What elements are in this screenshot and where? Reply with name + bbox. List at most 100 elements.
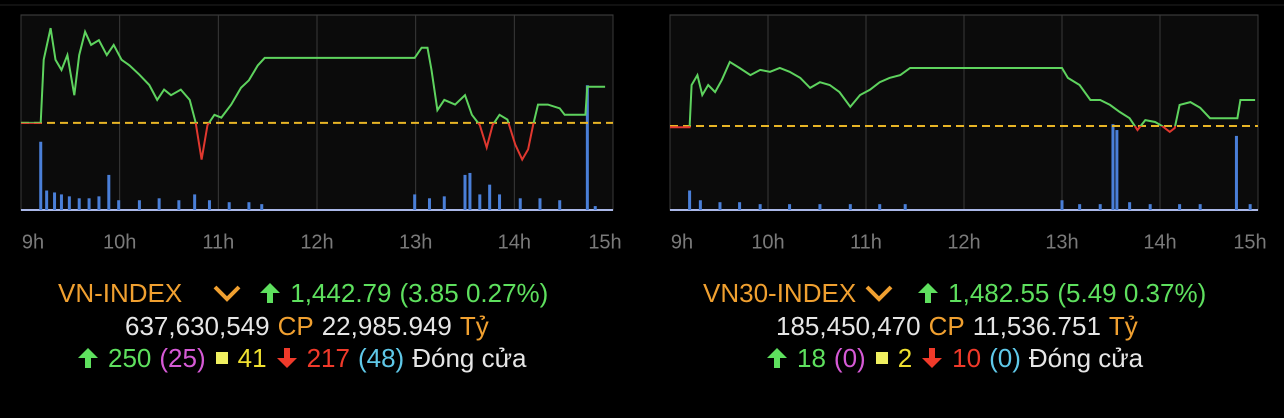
volume-bar <box>53 192 57 210</box>
volume-bar <box>442 196 446 210</box>
x-tick-label: 15h <box>1233 231 1266 253</box>
volume-bar <box>758 204 762 210</box>
trade-value: 11,536.751 <box>972 311 1101 341</box>
trade-value: 22,985.949 <box>321 311 452 341</box>
volume-bar <box>903 204 907 210</box>
up-arrow <box>78 348 98 368</box>
volume-bar <box>498 194 502 210</box>
unit: Tỷ <box>459 311 489 341</box>
volume-bar <box>39 141 43 210</box>
x-tick-label: 14h <box>498 231 531 253</box>
breadth-line: 18 (0) 2 10 (0) Đóng cửa <box>765 342 1143 374</box>
volume-bar <box>117 200 121 210</box>
volume-bar <box>1111 124 1115 210</box>
volume-bar <box>538 198 542 210</box>
volume-bar <box>97 196 101 210</box>
volume-bar <box>878 204 882 210</box>
volume-bar <box>488 184 492 210</box>
decliners: 10 <box>952 343 982 373</box>
volume-bar <box>1234 135 1238 210</box>
price-line <box>21 27 606 123</box>
volume-bar <box>1115 130 1119 210</box>
volume-bar <box>1078 204 1082 210</box>
ceiling-count: (0) <box>833 343 866 373</box>
summary-line: VN-INDEX 1,442.79 (3.85 0.27%) <box>58 277 548 309</box>
volume-bar <box>77 198 81 210</box>
volume-bar <box>593 206 597 210</box>
summary-line: VN30-INDEX 1,482.55 (5.49 0.37%) <box>703 277 1206 309</box>
volume-bar <box>558 200 562 210</box>
volume-bar <box>468 172 472 210</box>
volume-bar <box>59 194 63 210</box>
volume-bar <box>848 204 852 210</box>
volume-line: 185,450,470 CP 11,536.751 Tỷ <box>776 310 1138 342</box>
unchanged: 2 <box>897 343 913 373</box>
volume-bar <box>478 194 482 210</box>
volume-bar <box>1128 202 1132 210</box>
chevron-icon[interactable] <box>864 283 894 303</box>
volume-bar <box>1060 200 1064 210</box>
volume-bar <box>1198 204 1202 210</box>
volume-bar <box>247 202 251 210</box>
volume-bar <box>698 200 702 210</box>
cp-label: CP <box>928 311 965 341</box>
x-tick-label: 12h <box>300 231 333 253</box>
volume-bar <box>45 190 49 210</box>
x-tick-label: 10h <box>751 231 784 253</box>
x-tick-label: 15h <box>588 231 621 253</box>
x-tick-label: 9h <box>22 231 44 253</box>
index-change: (3.85 0.27%) <box>399 278 549 308</box>
volume-bar <box>1148 204 1152 210</box>
x-tick-label: 14h <box>1143 231 1176 253</box>
volume-bar <box>207 200 211 210</box>
volume-bar <box>1248 204 1252 210</box>
decliners: 217 <box>306 343 350 373</box>
volume-bar <box>788 204 792 210</box>
x-tick-label: 9h <box>671 231 693 253</box>
price-line-below <box>21 122 535 162</box>
volume-bar <box>67 196 71 210</box>
x-tick-label: 11h <box>850 231 882 253</box>
volume-bar <box>463 174 467 210</box>
unchanged: 41 <box>237 343 267 373</box>
up-arrow <box>918 283 939 303</box>
x-tick-label: 10h <box>103 231 136 253</box>
volume-bar <box>260 204 264 210</box>
volume-bar <box>413 194 417 210</box>
chevron-icon[interactable] <box>212 283 242 303</box>
volume-bar <box>193 194 197 210</box>
flat-square <box>215 352 228 364</box>
volume-bar <box>738 202 742 210</box>
index-price: 1,482.55 <box>948 278 1050 308</box>
index-name: VN-INDEX <box>58 278 183 308</box>
volume-bar <box>688 190 692 210</box>
index-price: 1,442.79 <box>290 278 392 308</box>
volume-bar <box>427 198 431 210</box>
volume-bar <box>137 200 141 210</box>
advancers: 18 <box>797 343 826 373</box>
volume-bar <box>107 174 111 210</box>
volume-bar <box>518 198 522 210</box>
floor-count: (0) <box>989 343 1021 373</box>
price-line <box>688 60 1256 126</box>
volume-bar <box>157 198 161 210</box>
x-tick-label: 11h <box>202 231 234 253</box>
charts: 9h 10h 11h 12h 13h 14h 15h 9h 10h 11h 12h 13h 14h 15h <box>0 4 1284 253</box>
ceiling-count: (25) <box>159 343 206 373</box>
volume-line: 637,630,549 CP 22,985.949 Tỷ <box>125 310 489 342</box>
up-arrow <box>767 348 787 368</box>
volume-bar <box>87 198 91 210</box>
down-arrow <box>922 348 943 368</box>
x-tick-label: 13h <box>399 231 432 253</box>
x-tick-label: 13h <box>1045 231 1078 253</box>
volume-bar <box>718 202 722 210</box>
volume-bar <box>177 200 181 210</box>
flat-square <box>875 352 888 364</box>
x-tick-label: 12h <box>947 231 980 253</box>
volume-bar <box>1178 204 1182 210</box>
unit: Tỷ <box>1108 311 1138 341</box>
volume-bar <box>585 85 589 210</box>
volume-bar <box>227 202 231 210</box>
cp-label: CP <box>277 311 314 341</box>
advancers: 250 <box>108 343 152 373</box>
